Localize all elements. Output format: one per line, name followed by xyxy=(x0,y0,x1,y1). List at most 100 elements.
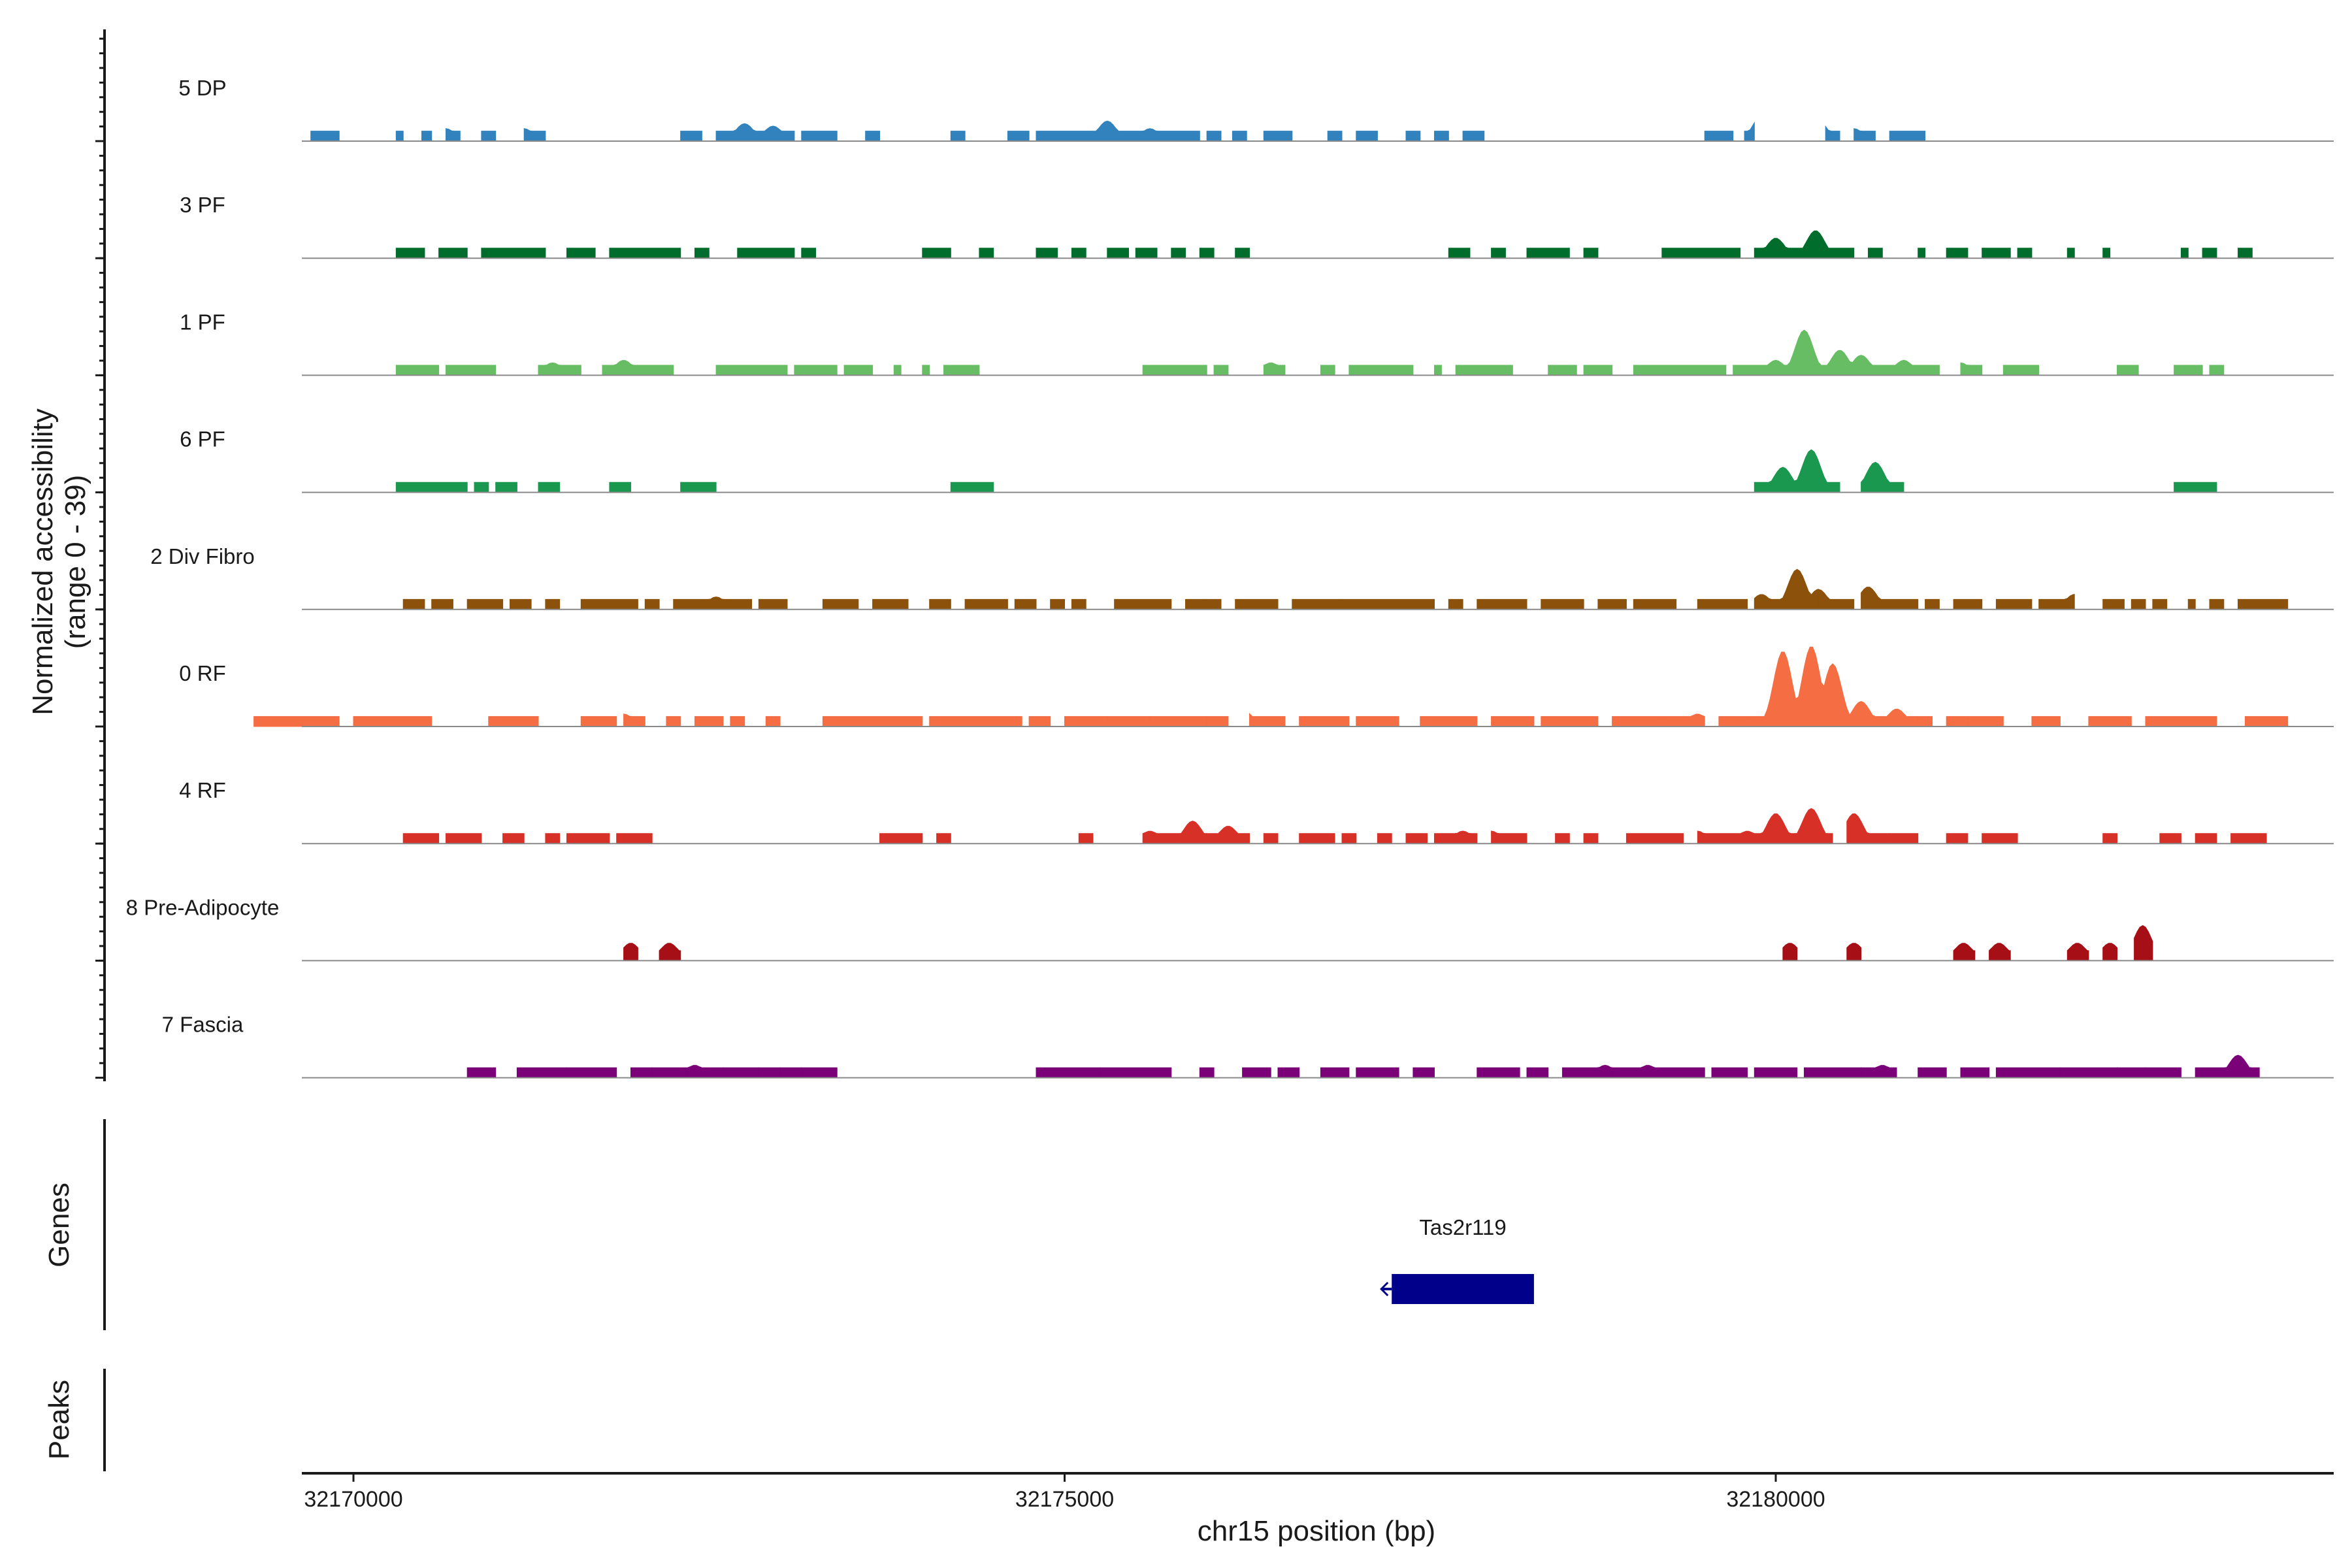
coverage-area xyxy=(1583,365,1613,376)
coverage-area xyxy=(822,598,859,610)
coverage-area xyxy=(510,598,532,610)
coverage-area xyxy=(1960,362,1983,376)
coverage-area xyxy=(1982,833,2018,844)
x-tick-label: 32170000 xyxy=(304,1487,402,1512)
coverage-area xyxy=(1356,131,1378,142)
coverage-area xyxy=(1348,365,1414,376)
coverage-area xyxy=(1462,131,1485,142)
coverage-area xyxy=(602,360,653,376)
track-label: 3 PF xyxy=(180,193,225,217)
coverage-area xyxy=(1960,1067,1990,1079)
track-label: 0 RF xyxy=(179,661,226,685)
track-0 xyxy=(302,120,2334,142)
coverage-area xyxy=(566,1067,617,1079)
coverage-area xyxy=(2031,716,2061,727)
y-axis-title: Normalized accessibility xyxy=(27,408,59,715)
coverage-area xyxy=(1491,248,1506,259)
coverage-area xyxy=(1918,716,1933,727)
coverage-area xyxy=(1661,713,1705,727)
coverage-area xyxy=(1782,943,1798,961)
coverage-area xyxy=(1654,1067,1705,1079)
coverage-area xyxy=(353,716,433,727)
coverage-area xyxy=(395,482,468,493)
coverage-area xyxy=(523,128,546,142)
coverage-area xyxy=(1868,248,1883,259)
coverage-area xyxy=(466,1067,497,1079)
coverage-area xyxy=(310,131,340,142)
track-6 xyxy=(302,808,2334,845)
peaks-panel-title: Peaks xyxy=(43,1380,75,1460)
coverage-area xyxy=(1107,248,1129,259)
coverage-area xyxy=(2152,598,2168,610)
coverage-area xyxy=(2187,598,2196,610)
coverage-area xyxy=(2244,716,2289,727)
coverage-area xyxy=(2195,833,2217,844)
coverage-area xyxy=(936,833,951,844)
coverage-area xyxy=(1114,598,1172,610)
coverage-area xyxy=(446,128,461,142)
coverage-area xyxy=(545,833,561,844)
coverage-area xyxy=(1206,716,1229,727)
coverage-area xyxy=(1434,131,1449,142)
coverage-area xyxy=(1249,712,1286,727)
coverage-area xyxy=(474,482,489,493)
coverage-area xyxy=(545,598,561,610)
coverage-area xyxy=(2180,248,2189,259)
coverage-area xyxy=(893,365,902,376)
coverage-area xyxy=(865,131,880,142)
coverage-area xyxy=(481,131,497,142)
coverage-area xyxy=(1064,716,1108,727)
coverage-area xyxy=(801,131,838,142)
coverage-area xyxy=(1697,808,1833,844)
coverage-area xyxy=(1925,598,1940,610)
coverage-area xyxy=(2230,833,2267,844)
coverage-area xyxy=(516,1067,567,1079)
coverage-area xyxy=(1448,598,1463,610)
coverage-area xyxy=(2038,594,2075,610)
coverage-area xyxy=(1341,833,1357,844)
coverage-area xyxy=(2209,598,2225,610)
coverage-area xyxy=(929,716,1022,727)
coverage-area xyxy=(2102,248,2111,259)
coverage-area xyxy=(1007,131,1030,142)
coverage-area xyxy=(1818,589,1855,610)
coverage-area xyxy=(1861,461,1904,493)
coverage-area xyxy=(1661,248,1741,259)
gene-body xyxy=(1392,1274,1534,1304)
coverage-area xyxy=(1277,1067,1300,1079)
coverage-area xyxy=(964,598,1008,610)
coverage-area xyxy=(758,598,788,610)
coverage-area xyxy=(2102,943,2117,961)
coverage-area xyxy=(421,131,433,142)
coverage-area xyxy=(1434,830,1478,844)
coverage-area xyxy=(1846,943,1862,961)
coverage-area xyxy=(609,482,631,493)
coverage-area xyxy=(1541,716,1599,727)
coverage-area xyxy=(758,1067,781,1079)
coverage-area xyxy=(253,716,340,727)
coverage-area xyxy=(481,248,546,259)
track-label: 7 Fascia xyxy=(162,1013,244,1037)
coverage-area xyxy=(687,1065,724,1079)
coverage-area xyxy=(1356,716,1399,727)
coverage-area xyxy=(779,1067,802,1079)
coverage-area xyxy=(723,1067,759,1079)
coverage-area xyxy=(1405,131,1421,142)
coverage-area xyxy=(2145,716,2217,727)
coverage-area xyxy=(1597,598,1627,610)
coverage-area xyxy=(1327,131,1343,142)
coverage-area xyxy=(666,716,681,727)
coverage-area xyxy=(1555,833,1570,844)
coverage-area xyxy=(623,943,638,961)
coverage-area xyxy=(1036,1067,1101,1079)
coverage-area xyxy=(1561,1064,1613,1079)
coverage-area xyxy=(872,598,909,610)
coverage-area xyxy=(1918,248,1926,259)
coverage-area xyxy=(1854,128,1876,142)
coverage-area xyxy=(1733,329,1919,376)
coverage-area xyxy=(694,716,724,727)
gene-label: Tas2r119 xyxy=(1419,1215,1506,1239)
coverage-area xyxy=(1747,646,1919,727)
coverage-area xyxy=(1071,598,1086,610)
coverage-area xyxy=(2117,1067,2146,1079)
